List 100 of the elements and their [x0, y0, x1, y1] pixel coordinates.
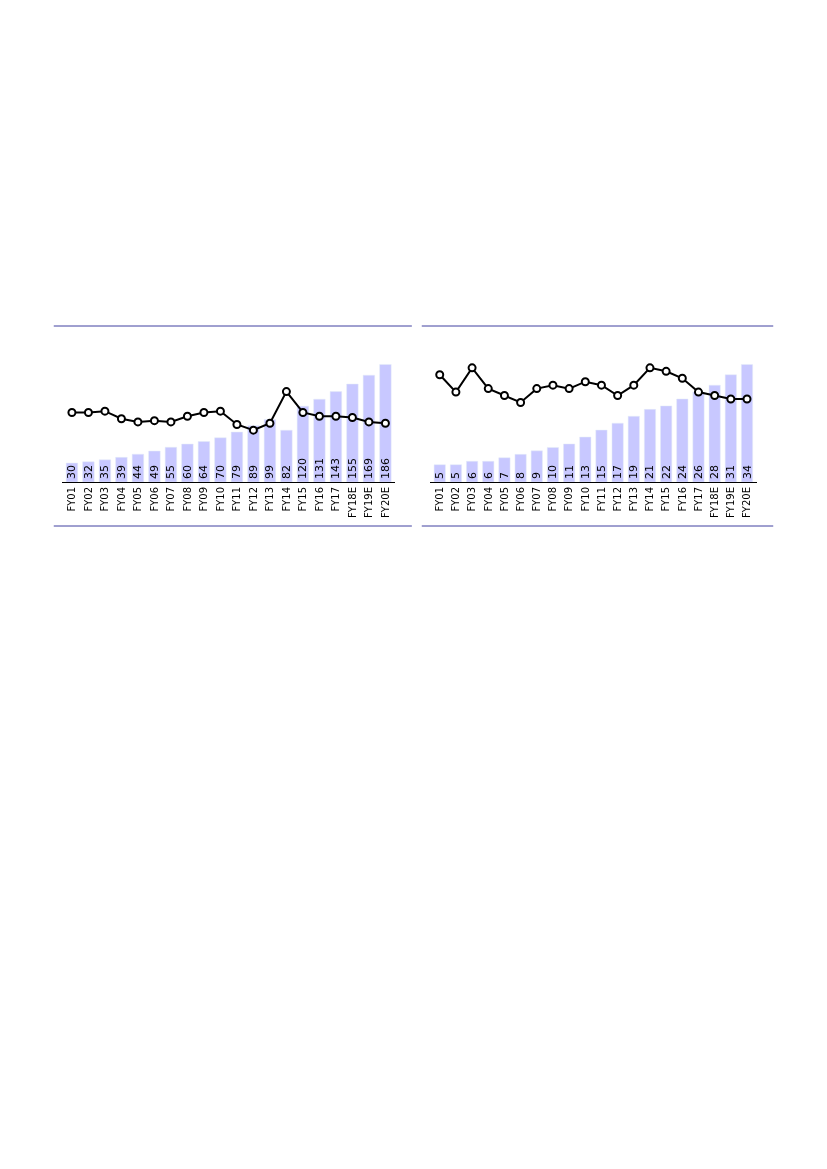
data-label: 7	[497, 472, 511, 479]
x-tick-label: FY06	[514, 487, 526, 512]
data-label: 64	[197, 465, 211, 479]
point	[133, 417, 143, 427]
data-label: 6	[465, 472, 479, 479]
bar	[692, 391, 705, 482]
bar	[280, 429, 293, 482]
data-label: 131	[312, 458, 326, 479]
point	[467, 363, 477, 373]
data-label: 186	[378, 458, 392, 479]
x-tick-label: FY17	[692, 487, 704, 512]
point	[516, 397, 526, 407]
point	[596, 380, 606, 390]
x-tick-label: FY20E	[379, 487, 391, 518]
x-tick-label: FY02	[450, 487, 462, 512]
data-label: 82	[279, 465, 293, 479]
x-tick-label: FY07	[165, 487, 177, 512]
point	[548, 380, 558, 390]
point	[67, 407, 77, 417]
data-label: 28	[708, 465, 722, 479]
data-label: 31	[724, 465, 738, 479]
point	[215, 406, 225, 416]
bar	[644, 409, 656, 482]
bar	[724, 374, 737, 482]
data-label: 39	[114, 465, 128, 479]
bar	[627, 416, 640, 482]
point	[483, 384, 493, 394]
x-tick-label: FY11	[595, 487, 607, 512]
bar	[611, 422, 624, 482]
point	[532, 384, 542, 394]
point	[726, 394, 736, 404]
point	[347, 413, 357, 423]
x-tick-label: FY18E	[346, 487, 358, 518]
point	[248, 425, 258, 435]
point	[83, 407, 93, 417]
data-label: 89	[246, 465, 260, 479]
x-tick-label: FY09	[198, 487, 210, 512]
point	[100, 406, 110, 416]
bar	[164, 446, 177, 482]
data-label: 5	[433, 472, 447, 479]
bar	[530, 450, 543, 482]
data-label: 143	[329, 458, 343, 479]
x-tick-label: FY16	[676, 487, 688, 512]
data-label: 19	[627, 465, 641, 479]
x-tick-label: FY14	[280, 487, 292, 512]
x-tick-label: FY19E	[725, 487, 737, 518]
point	[380, 418, 390, 428]
data-label: 15	[594, 465, 608, 479]
x-tick-label: FY15	[660, 487, 672, 512]
x-tick-label: FY01	[433, 487, 445, 512]
data-label: 26	[691, 465, 705, 479]
x-tick-label: FY08	[181, 487, 193, 512]
data-label: 21	[643, 465, 657, 479]
point	[645, 363, 655, 373]
data-label: 79	[230, 465, 244, 479]
x-tick-label: FY18E	[708, 487, 720, 518]
x-tick-label: FY07	[531, 487, 543, 512]
data-label: 8	[514, 472, 528, 479]
x-tick-label: FY08	[547, 487, 559, 512]
point	[613, 391, 623, 401]
x-tick-label: FY10	[214, 487, 226, 512]
x-tick-label: FY03	[99, 487, 111, 512]
point	[166, 417, 176, 427]
x-tick-label: FY04	[115, 487, 127, 512]
point	[364, 417, 374, 427]
point	[661, 366, 671, 376]
bar	[362, 374, 375, 482]
x-tick-label: FY09	[563, 487, 575, 512]
point	[232, 419, 242, 429]
x-tick-label: FY12	[611, 487, 623, 512]
bar	[741, 364, 753, 482]
bar	[708, 384, 721, 482]
data-label: 9	[530, 472, 544, 479]
point	[451, 387, 461, 397]
point	[693, 387, 703, 397]
bar	[660, 405, 673, 482]
bar	[197, 441, 210, 482]
bar	[433, 464, 446, 482]
data-label: 22	[659, 465, 673, 479]
bar	[676, 398, 689, 482]
data-label: 169	[362, 458, 376, 479]
x-tick-label: FY15	[297, 487, 309, 512]
bar	[379, 364, 392, 482]
data-label: 17	[611, 465, 625, 479]
bar	[296, 405, 309, 482]
point	[199, 407, 209, 417]
x-tick-label: FY19E	[363, 487, 375, 518]
data-label: 49	[147, 465, 161, 479]
data-label: 30	[65, 465, 79, 479]
data-label: 13	[578, 465, 592, 479]
data-label: 120	[296, 458, 310, 479]
data-label: 55	[164, 465, 178, 479]
data-label: 11	[562, 465, 576, 479]
data-label: 5	[449, 472, 463, 479]
point	[265, 418, 275, 428]
x-tick-label: FY16	[313, 487, 325, 512]
bar	[595, 429, 608, 482]
x-tick-label: FY10	[579, 487, 591, 512]
bar	[579, 436, 592, 482]
bar	[181, 443, 194, 482]
